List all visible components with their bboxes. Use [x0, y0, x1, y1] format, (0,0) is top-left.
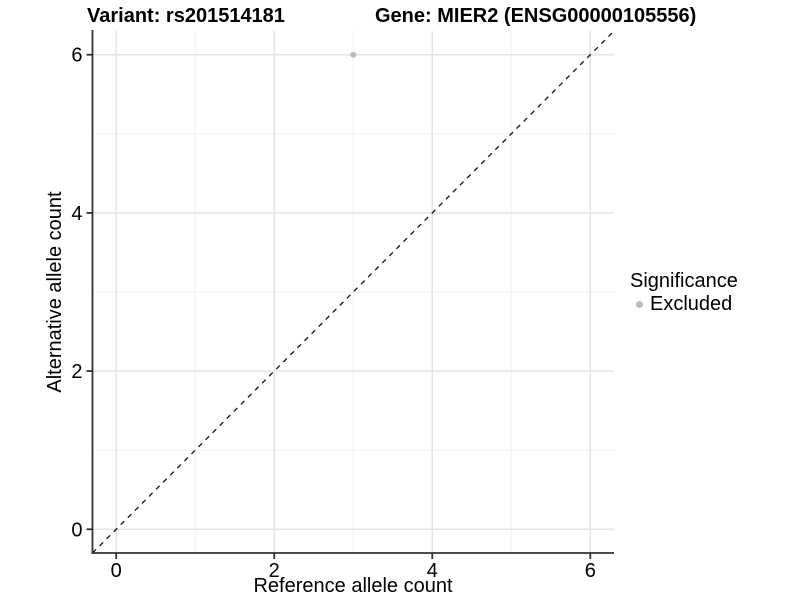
excluded-point-icon	[636, 300, 643, 308]
x-tick-label: 2	[269, 560, 280, 582]
y-tick-label: 4	[71, 203, 82, 225]
legend-item-label: Excluded	[650, 293, 733, 315]
legend-item-excluded: Excluded	[630, 293, 738, 315]
legend: Significance Excluded	[630, 270, 738, 315]
legend-title: Significance	[630, 270, 738, 292]
x-axis-title-text: Reference allele count	[253, 575, 453, 597]
y-tick-label: 0	[71, 519, 82, 541]
plot-title-variant: Variant: rs201514181	[87, 5, 285, 27]
data-point	[350, 51, 357, 58]
x-tick-label: 0	[111, 560, 122, 582]
y-tick-label: 6	[71, 45, 82, 67]
y-axis-title: Alternative allele count	[44, 191, 66, 393]
plot-title-gene: Gene: MIER2 (ENSG00000105556)	[375, 5, 697, 27]
x-axis-title: Reference allele count	[0, 575, 706, 597]
identity-dashed-line	[92, 30, 615, 554]
x-tick-label: 4	[427, 560, 438, 582]
x-tick-label: 6	[585, 560, 596, 582]
y-tick-label: 2	[71, 361, 82, 383]
